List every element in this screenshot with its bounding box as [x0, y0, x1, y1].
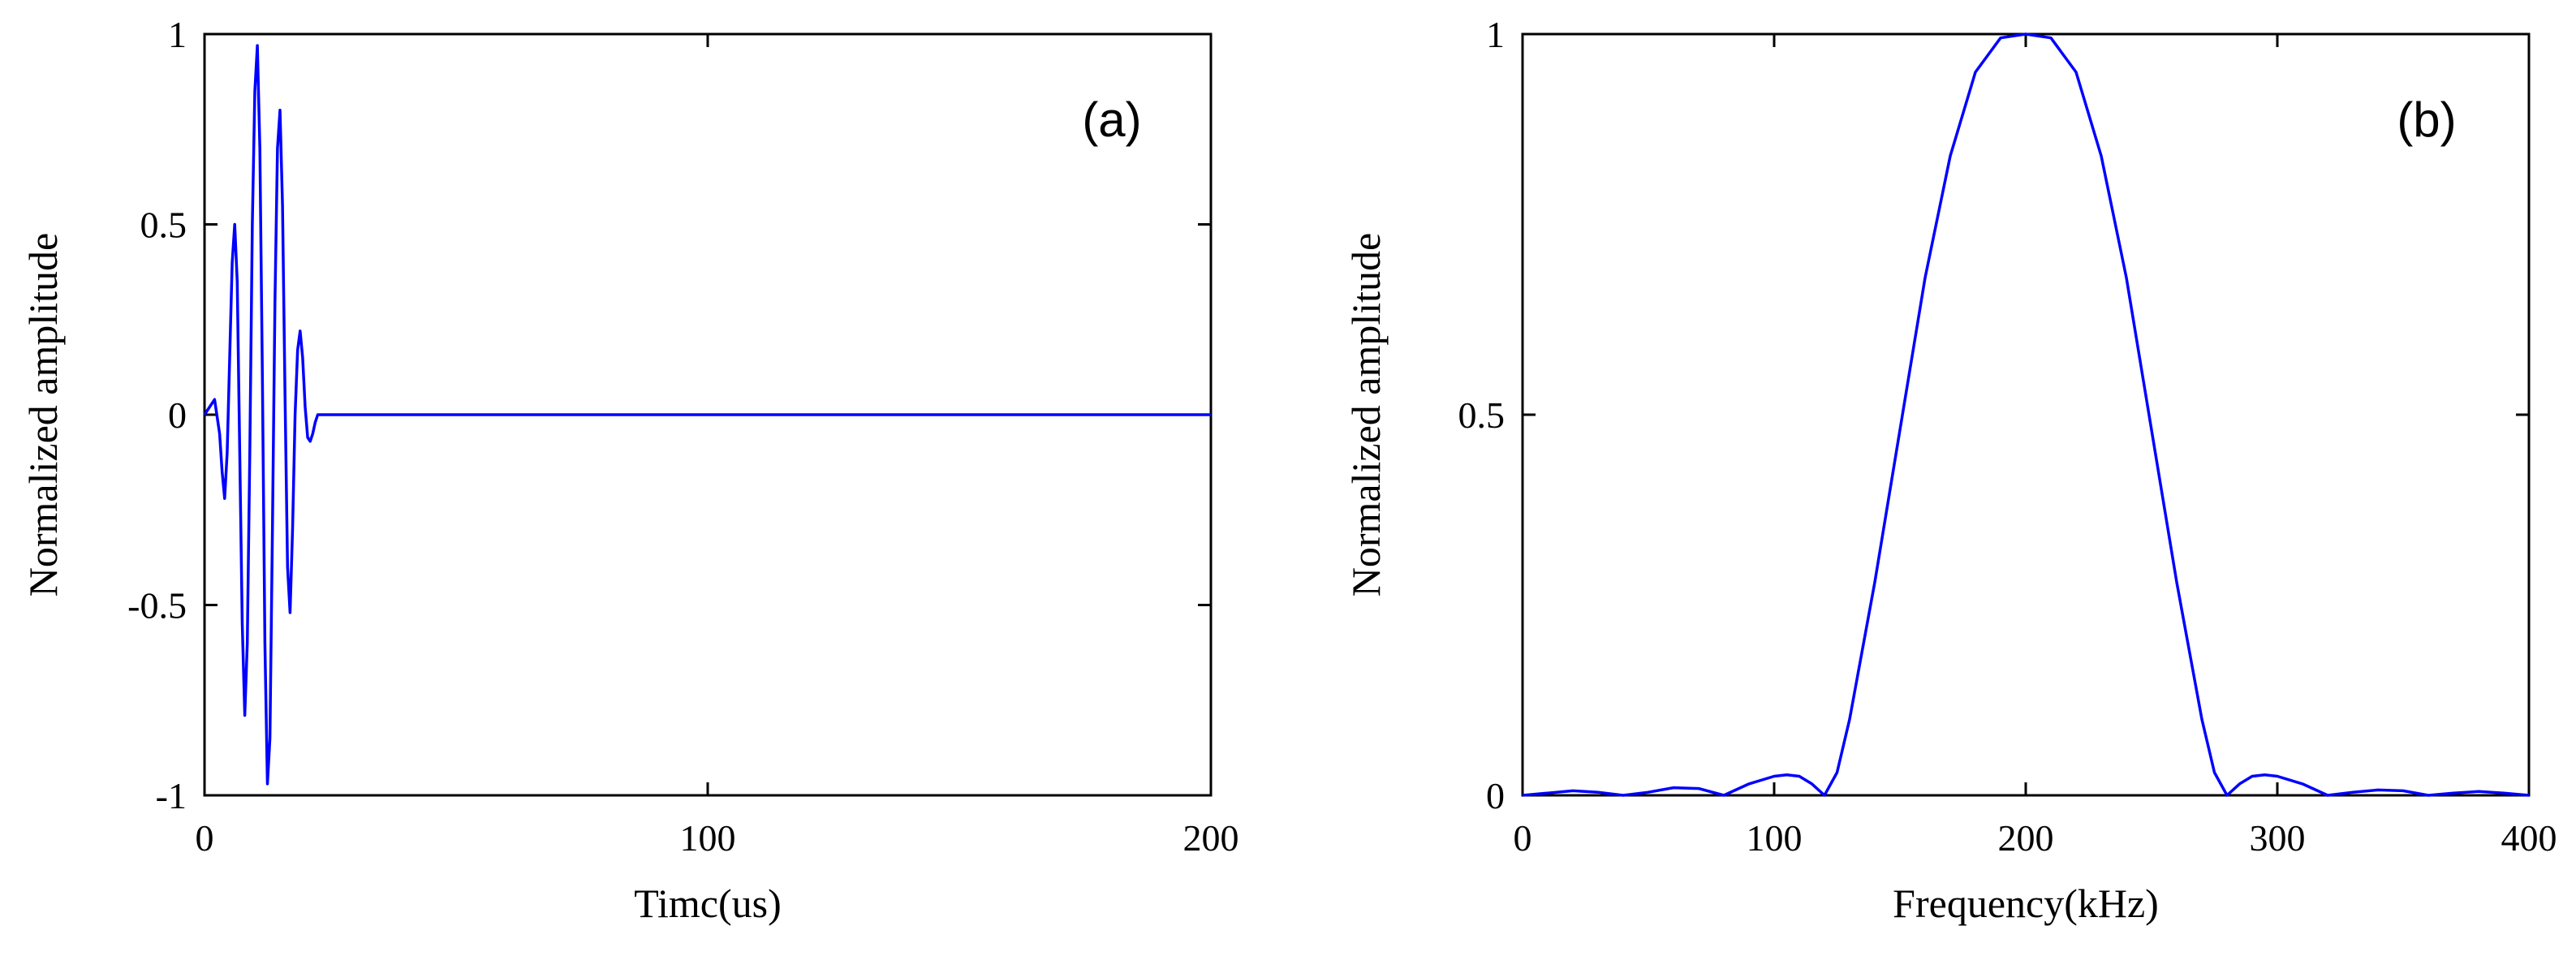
series-line	[203, 44, 1211, 786]
plot-frame	[1521, 32, 2531, 797]
y-tick-label: -0.5	[127, 585, 187, 627]
y-tick-label: 0.5	[140, 205, 187, 246]
x-axis-label: Frequency(kHz)	[1893, 881, 2159, 926]
series-line	[1522, 32, 2530, 797]
x-tick-label: 400	[2501, 817, 2557, 859]
x-tick-label: 0	[1514, 817, 1532, 859]
y-tick-label: 0	[1486, 775, 1505, 816]
y-tick-label: 0	[168, 394, 187, 436]
panel-a: 0 100 200 -1 -0.5 0 0.5 1 Timc(us) Normalized amp…	[20, 14, 1239, 926]
x-tick-label: 0	[196, 817, 214, 859]
y-tick-label: -1	[156, 775, 187, 816]
x-tick-label: 100	[1747, 817, 1803, 859]
y-axis-label: Normalized amplitude	[20, 233, 66, 596]
x-tick-label: 200	[1183, 817, 1239, 859]
panel-b: 0 100 200 300 400 0 0.5 1 Frequency(kHz) Normaliz…	[1343, 14, 2557, 926]
x-tick-label: 100	[680, 817, 736, 859]
x-tick-label: 200	[1998, 817, 2054, 859]
x-tick-label: 300	[2250, 817, 2306, 859]
x-axis-label: Timc(us)	[634, 881, 782, 926]
y-tick-label: 1	[168, 14, 187, 55]
y-axis-label: Normalized amplitude	[1343, 233, 1389, 596]
y-tick-label: 0.5	[1458, 394, 1506, 436]
y-tick-label: 1	[1486, 14, 1505, 55]
panel-label: (b)	[2397, 93, 2456, 147]
panel-label: (a)	[1082, 93, 1141, 147]
